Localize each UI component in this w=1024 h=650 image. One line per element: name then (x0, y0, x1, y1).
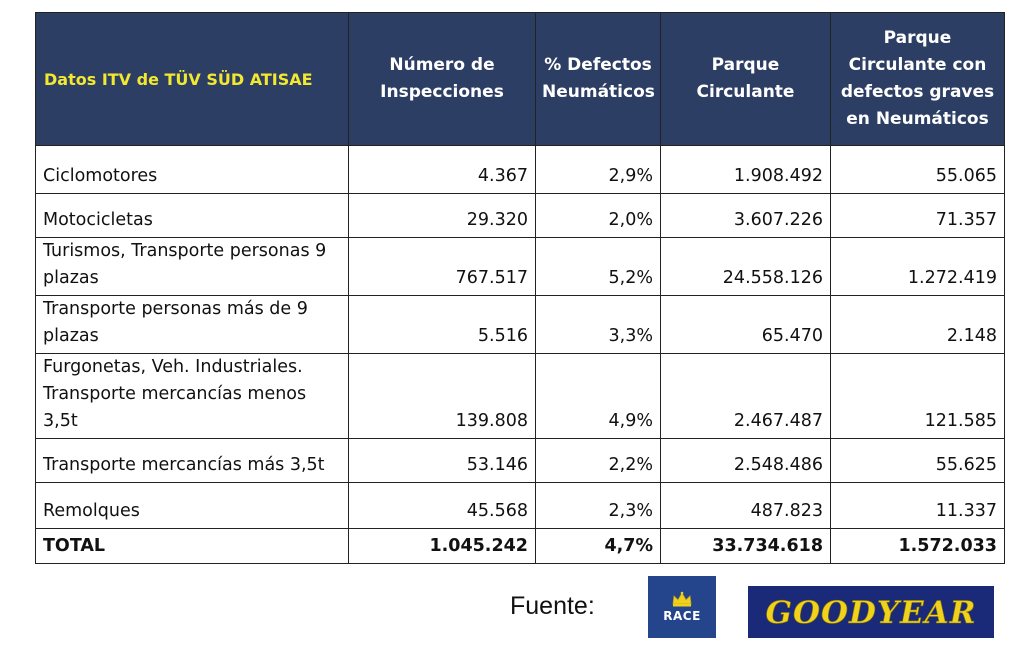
row-label: Turismos, Transporte personas 9 plazas (35, 237, 349, 296)
table-row: Motocicletas 29.320 2,0% 3.607.226 71.35… (35, 193, 1005, 238)
cell-inspecciones: 139.808 (348, 353, 536, 439)
itv-data-table: Datos ITV de TÜV SÜD ATISAE Número de In… (35, 12, 1005, 564)
row-label: Ciclomotores (35, 145, 349, 194)
cell-parque: 65.470 (660, 295, 831, 354)
cell-inspecciones: 45.568 (348, 482, 536, 529)
table-header-row: Datos ITV de TÜV SÜD ATISAE Número de In… (35, 12, 1005, 146)
total-defectos: 4,7% (535, 528, 661, 564)
goodyear-wordmark-icon: GOODYEAR (765, 595, 977, 632)
header-parque-circulante: Parque Circulante (660, 12, 831, 146)
goodyear-logo-text: GOODYEAR (766, 595, 977, 631)
cell-parque: 2.467.487 (660, 353, 831, 439)
cell-defectos: 2,9% (535, 145, 661, 194)
total-label: TOTAL (35, 528, 349, 564)
goodyear-logo: GOODYEAR (748, 586, 994, 638)
cell-inspecciones: 5.516 (348, 295, 536, 354)
cell-parque: 24.558.126 (660, 237, 831, 296)
cell-defectos: 3,3% (535, 295, 661, 354)
cell-defectos: 2,2% (535, 438, 661, 483)
row-label: Transporte personas más de 9 plazas (35, 295, 349, 354)
cell-graves: 55.065 (830, 145, 1005, 194)
cell-graves: 55.625 (830, 438, 1005, 483)
race-logo: RACE (648, 576, 716, 638)
crown-icon (672, 591, 692, 607)
cell-defectos: 2,3% (535, 482, 661, 529)
cell-defectos: 5,2% (535, 237, 661, 296)
race-logo-text: RACE (663, 609, 701, 623)
row-label: Motocicletas (35, 193, 349, 238)
cell-inspecciones: 29.320 (348, 193, 536, 238)
cell-graves: 1.272.419 (830, 237, 1005, 296)
cell-graves: 71.357 (830, 193, 1005, 238)
cell-inspecciones: 767.517 (348, 237, 536, 296)
cell-graves: 2.148 (830, 295, 1005, 354)
table-row: Furgonetas, Veh. Industriales. Transport… (35, 353, 1005, 439)
cell-defectos: 4,9% (535, 353, 661, 439)
table-row: Transporte personas más de 9 plazas 5.51… (35, 295, 1005, 354)
cell-parque: 2.548.486 (660, 438, 831, 483)
table-row: Turismos, Transporte personas 9 plazas 7… (35, 237, 1005, 296)
cell-graves: 121.585 (830, 353, 1005, 439)
total-parque: 33.734.618 (660, 528, 831, 564)
cell-parque: 3.607.226 (660, 193, 831, 238)
table-row: Remolques 45.568 2,3% 487.823 11.337 (35, 482, 1005, 529)
header-datos-itv: Datos ITV de TÜV SÜD ATISAE (35, 12, 349, 146)
total-graves: 1.572.033 (830, 528, 1005, 564)
row-label: Furgonetas, Veh. Industriales. Transport… (35, 353, 349, 439)
table-total-row: TOTAL 1.045.242 4,7% 33.734.618 1.572.03… (35, 528, 1005, 564)
cell-parque: 487.823 (660, 482, 831, 529)
header-defectos-neumaticos: % Defectos Neumáticos (535, 12, 661, 146)
table-row: Transporte mercancías más 3,5t 53.146 2,… (35, 438, 1005, 483)
itv-data-table-container: Datos ITV de TÜV SÜD ATISAE Número de In… (35, 12, 1005, 564)
header-parque-defectos-graves: Parque Circulante con defectos graves en… (830, 12, 1005, 146)
header-numero-inspecciones: Número de Inspecciones (348, 12, 536, 146)
total-inspecciones: 1.045.242 (348, 528, 536, 564)
source-label: Fuente: (510, 592, 595, 620)
cell-defectos: 2,0% (535, 193, 661, 238)
cell-graves: 11.337 (830, 482, 1005, 529)
table-row: Ciclomotores 4.367 2,9% 1.908.492 55.065 (35, 145, 1005, 194)
cell-inspecciones: 53.146 (348, 438, 536, 483)
cell-parque: 1.908.492 (660, 145, 831, 194)
row-label: Transporte mercancías más 3,5t (35, 438, 349, 483)
row-label: Remolques (35, 482, 349, 529)
cell-inspecciones: 4.367 (348, 145, 536, 194)
